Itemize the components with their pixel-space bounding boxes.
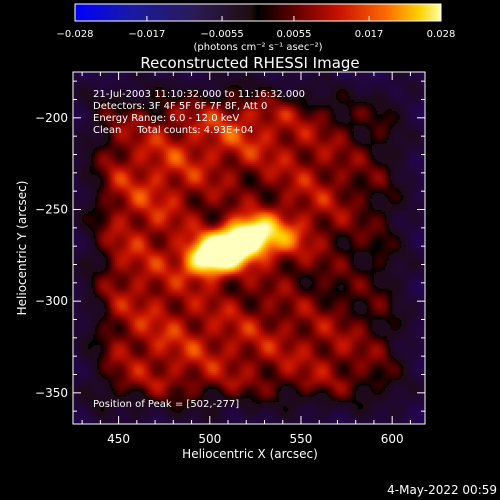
colorbar-tick-label: 0.028	[427, 29, 456, 40]
colorbar	[75, 4, 441, 21]
colorbar-tick-label: −0.028	[56, 29, 93, 40]
colorbar-tick-label: −0.017	[128, 29, 165, 40]
colorbar-unit-label: (photons cm⁻² s⁻¹ asec⁻²)	[193, 42, 322, 53]
chart-title: Reconstructed RHESSI Image	[140, 54, 359, 72]
colorbar-tick-label: 0.017	[355, 29, 384, 40]
colorbar-tick-label: 0.0055	[276, 29, 311, 40]
colorbar-tick-label: −0.0055	[200, 29, 243, 40]
